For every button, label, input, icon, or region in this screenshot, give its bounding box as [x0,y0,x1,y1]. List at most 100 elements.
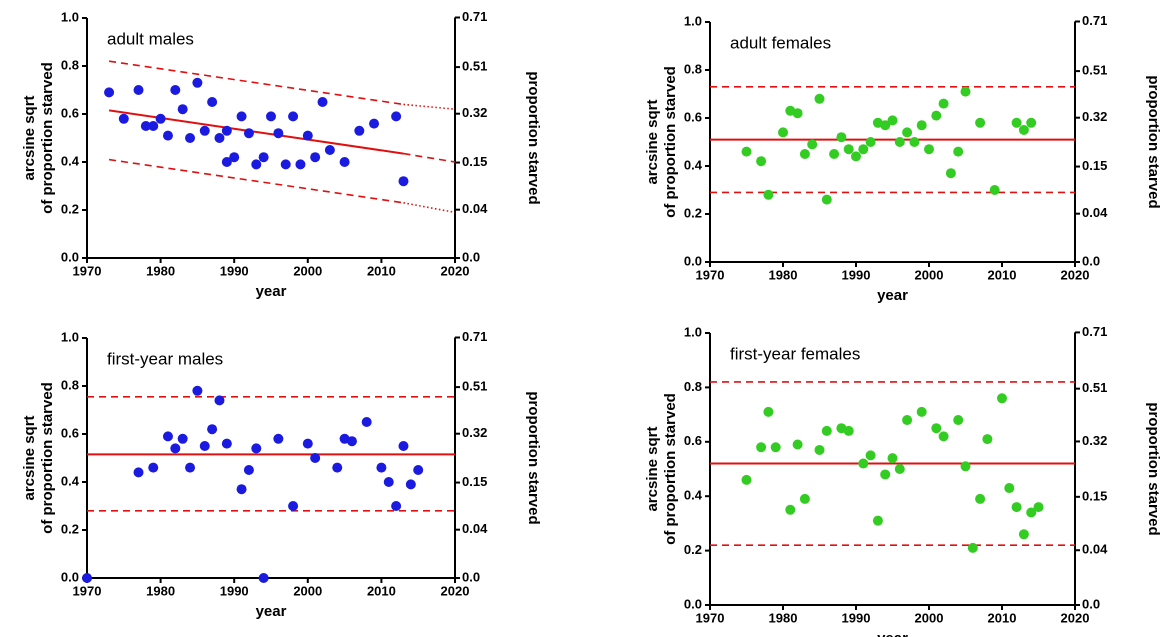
y2-tick-label: 0.0 [1082,596,1100,611]
data-point [398,441,409,451]
y-axis-label: of proportion starved [662,393,679,545]
y-axis-label: arcsine sqrt [644,99,661,184]
y-tick-label: 0.6 [61,425,79,440]
y-tick-label: 1.0 [61,329,79,344]
x-axis-label: year [256,603,287,620]
y2-tick-label: 0.71 [1082,324,1107,339]
data-point [931,110,942,121]
data-point [199,441,210,451]
y2-tick-label: 0.04 [1082,205,1108,220]
y2-tick-label: 0.0 [462,249,480,264]
data-point [836,132,847,143]
data-point [413,465,424,475]
data-point [770,442,781,453]
y-tick-label: 0.0 [684,253,702,268]
data-point [310,453,321,463]
y-axis-label: of proportion starved [39,382,56,534]
data-point [916,120,927,131]
data-point [792,439,803,450]
fit-line [403,152,456,163]
y2-tick-label: 0.71 [462,329,487,344]
data-point [229,152,240,163]
data-point [82,573,92,583]
fit-line [403,202,456,214]
x-tick-label: 2020 [1061,267,1090,282]
data-point [199,125,210,136]
data-point [989,185,1000,195]
y-tick-label: 0.4 [61,473,80,488]
fit-line [108,158,404,204]
y-tick-label: 0.6 [61,105,79,120]
x-tick-label: 2000 [915,267,944,282]
fit-line [108,60,404,106]
data-point [843,425,854,436]
x-tick-label: 2000 [915,610,944,625]
x-tick-label: 2010 [367,263,396,278]
data-point [133,467,144,478]
data-point [391,501,402,511]
x-tick-label: 2020 [441,263,470,278]
data-point [843,144,854,155]
data-point [975,117,986,128]
x-axis-label: year [256,283,287,300]
y2-tick-label: 0.51 [462,59,487,74]
data-point [1018,529,1029,540]
data-point [162,130,173,141]
y-axis-label: of proportion starved [39,62,56,214]
data-point [924,144,934,155]
data-point [1026,117,1037,128]
y2-axis-label: proportion starved [525,391,542,524]
data-point [332,462,343,473]
data-point [953,146,964,157]
data-point [155,113,166,124]
x-tick-label: 1970 [73,583,102,598]
data-point [778,127,788,138]
data-point [763,406,774,417]
x-tick-label: 1980 [146,583,175,598]
x-tick-label: 1980 [146,263,175,278]
data-point [398,176,409,187]
data-point [118,113,129,124]
y-axis-label: arcsine sqrt [21,415,38,500]
data-point [170,85,181,95]
y-tick-label: 0.2 [684,542,702,557]
y-tick-label: 0.2 [61,201,79,216]
data-point [288,111,299,122]
y2-tick-label: 0.04 [462,521,488,536]
data-point [361,417,372,427]
y-tick-label: 0.6 [684,109,702,124]
y-tick-label: 1.0 [61,9,79,24]
data-point [339,157,350,167]
data-point [953,415,964,426]
data-point [909,137,920,147]
data-point [887,453,898,464]
data-point [251,443,262,454]
y2-tick-label: 0.0 [462,569,480,584]
data-point [1026,507,1037,518]
data-point [376,462,387,473]
data-point [756,156,767,167]
data-point [177,104,188,115]
data-point [960,461,971,472]
x-tick-label: 1970 [73,263,102,278]
y2-tick-label: 0.51 [462,379,487,394]
data-point [756,442,767,453]
x-axis-label: year [877,630,908,637]
data-point [894,464,905,474]
data-point [346,436,357,447]
x-tick-label: 2000 [293,583,322,598]
data-point [902,127,913,138]
x-tick-label: 2000 [293,263,322,278]
panel-title: first-year males [107,349,223,368]
data-point [872,515,883,526]
data-point [140,121,151,131]
data-point [880,469,891,480]
data-point [324,145,335,155]
y2-tick-label: 0.0 [1082,253,1100,268]
x-tick-label: 1980 [769,610,798,625]
data-point [931,423,942,434]
y2-tick-label: 0.15 [462,154,487,169]
data-point [177,433,188,444]
data-point [221,125,232,136]
y-tick-label: 0.2 [684,205,702,220]
